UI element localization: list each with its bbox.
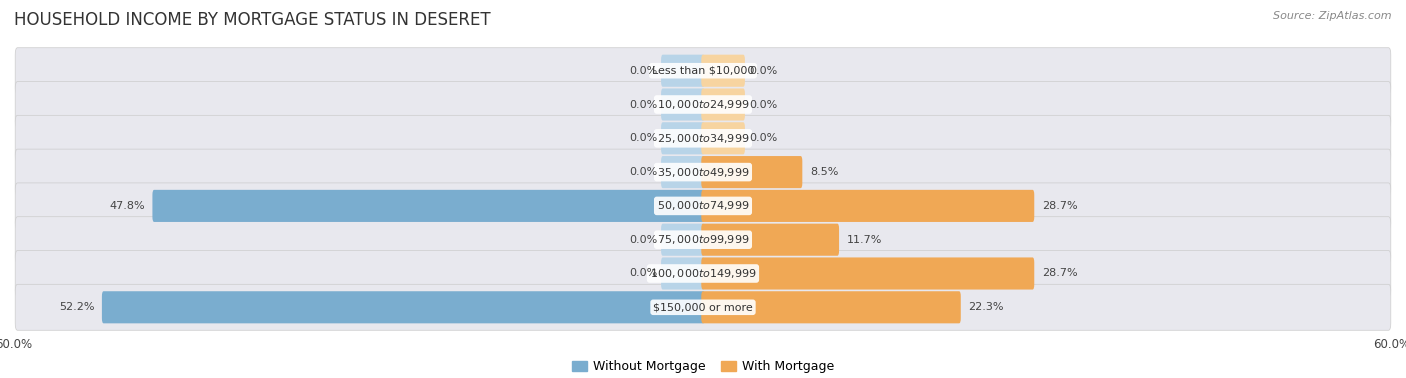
Text: 0.0%: 0.0% <box>749 133 778 143</box>
Text: 47.8%: 47.8% <box>110 201 145 211</box>
FancyBboxPatch shape <box>702 190 1035 222</box>
FancyBboxPatch shape <box>702 257 1035 290</box>
Text: 22.3%: 22.3% <box>969 302 1004 312</box>
FancyBboxPatch shape <box>661 55 704 87</box>
FancyBboxPatch shape <box>15 48 1391 94</box>
FancyBboxPatch shape <box>702 291 960 323</box>
Text: $35,000 to $49,999: $35,000 to $49,999 <box>657 166 749 178</box>
Text: $150,000 or more: $150,000 or more <box>654 302 752 312</box>
FancyBboxPatch shape <box>702 55 745 87</box>
Text: 0.0%: 0.0% <box>628 235 657 245</box>
FancyBboxPatch shape <box>15 82 1391 127</box>
Text: 0.0%: 0.0% <box>749 99 778 110</box>
FancyBboxPatch shape <box>15 284 1391 330</box>
Text: 0.0%: 0.0% <box>628 66 657 76</box>
Text: 11.7%: 11.7% <box>846 235 882 245</box>
Text: HOUSEHOLD INCOME BY MORTGAGE STATUS IN DESERET: HOUSEHOLD INCOME BY MORTGAGE STATUS IN D… <box>14 11 491 29</box>
FancyBboxPatch shape <box>702 156 803 188</box>
Text: $50,000 to $74,999: $50,000 to $74,999 <box>657 200 749 212</box>
Text: $10,000 to $24,999: $10,000 to $24,999 <box>657 98 749 111</box>
FancyBboxPatch shape <box>101 291 704 323</box>
FancyBboxPatch shape <box>702 224 839 256</box>
Text: 28.7%: 28.7% <box>1042 268 1077 279</box>
FancyBboxPatch shape <box>702 88 745 121</box>
Text: 28.7%: 28.7% <box>1042 201 1077 211</box>
FancyBboxPatch shape <box>15 149 1391 195</box>
FancyBboxPatch shape <box>15 217 1391 263</box>
FancyBboxPatch shape <box>15 115 1391 161</box>
Text: $25,000 to $34,999: $25,000 to $34,999 <box>657 132 749 145</box>
Text: 0.0%: 0.0% <box>628 268 657 279</box>
Legend: Without Mortgage, With Mortgage: Without Mortgage, With Mortgage <box>567 355 839 378</box>
Text: 0.0%: 0.0% <box>628 167 657 177</box>
Text: $75,000 to $99,999: $75,000 to $99,999 <box>657 233 749 246</box>
Text: 8.5%: 8.5% <box>810 167 838 177</box>
Text: $100,000 to $149,999: $100,000 to $149,999 <box>650 267 756 280</box>
Text: 0.0%: 0.0% <box>628 99 657 110</box>
Text: 52.2%: 52.2% <box>59 302 94 312</box>
Text: Source: ZipAtlas.com: Source: ZipAtlas.com <box>1274 11 1392 21</box>
FancyBboxPatch shape <box>661 156 704 188</box>
Text: 0.0%: 0.0% <box>749 66 778 76</box>
Text: Less than $10,000: Less than $10,000 <box>652 66 754 76</box>
FancyBboxPatch shape <box>15 183 1391 229</box>
FancyBboxPatch shape <box>152 190 704 222</box>
FancyBboxPatch shape <box>661 224 704 256</box>
FancyBboxPatch shape <box>661 257 704 290</box>
FancyBboxPatch shape <box>661 122 704 154</box>
FancyBboxPatch shape <box>702 122 745 154</box>
Text: 0.0%: 0.0% <box>628 133 657 143</box>
FancyBboxPatch shape <box>15 251 1391 296</box>
FancyBboxPatch shape <box>661 88 704 121</box>
